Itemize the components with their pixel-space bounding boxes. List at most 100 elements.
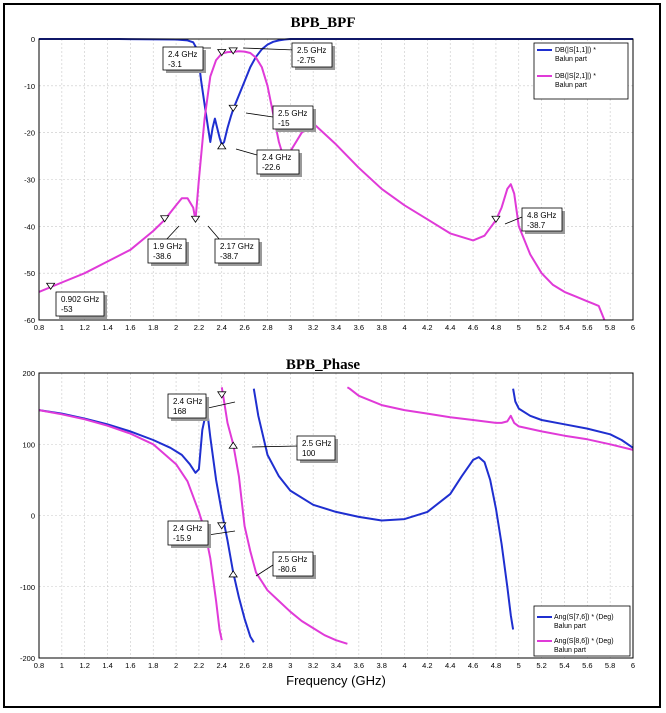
x-tick-label: 1.6 xyxy=(125,661,135,670)
marker-box: 2.5 GHz 100 xyxy=(251,435,338,463)
marker-label: 2.5 GHz xyxy=(302,439,331,448)
x-tick-label: 0.8 xyxy=(34,661,44,670)
marker-triangles xyxy=(217,391,238,578)
marker-triangle xyxy=(217,391,227,399)
marker-value: -38.6 xyxy=(153,252,172,261)
marker-value: 100 xyxy=(302,449,316,458)
marker-value: -38.7 xyxy=(220,252,239,261)
marker-triangle xyxy=(45,282,56,290)
marker-value: -22.6 xyxy=(262,163,281,172)
x-tick-label: 3.4 xyxy=(331,323,341,332)
series-line xyxy=(220,387,348,645)
marker-triangle xyxy=(217,49,227,57)
chart-title: BPB_BPF xyxy=(290,15,355,31)
x-tick-label: 3 xyxy=(288,661,292,670)
x-tick-label: 1.4 xyxy=(102,323,112,332)
x-tick-label: 4.6 xyxy=(468,661,478,670)
marker-label: 2.4 GHz xyxy=(173,397,202,406)
x-tick-label: 4.2 xyxy=(422,661,432,670)
x-tick-label: 2.4 xyxy=(217,661,227,670)
marker-value: -15 xyxy=(278,119,290,128)
x-tick-label: 3.8 xyxy=(376,323,386,332)
tick-labels: 0.8 1 1.2 1.4 1.6 1.8 2 2.2 2.4 2.6 2.8 3 3.2 3.4 3.6 3… xyxy=(20,369,635,670)
x-tick-label: 6 xyxy=(631,661,635,670)
marker-label: 2.4 GHz xyxy=(262,153,291,162)
legend-entry-s76: Ang(S[7,6]) * (Deg) xyxy=(554,614,614,621)
marker-box: 2.4 GHz -22.6 xyxy=(235,148,302,177)
x-tick-label: 3.6 xyxy=(354,323,364,332)
x-tick-label: 3.4 xyxy=(331,661,341,670)
x-tick-label: 1.2 xyxy=(79,323,89,332)
legend: DB(|S[1,1]|) * Balun part DB(|S[2,1]|) *… xyxy=(533,42,629,100)
x-tick-label: 3 xyxy=(288,323,292,332)
x-tick-label: 5.4 xyxy=(559,323,569,332)
x-tick-label: 0.8 xyxy=(34,323,44,332)
plot-area xyxy=(38,38,634,321)
marker-box: 2.17 GHz -38.7 xyxy=(207,225,262,266)
x-tick-label: 2 xyxy=(174,661,178,670)
marker-value: -53 xyxy=(61,305,73,314)
chart-bpb-bpf: BPB_BPF 0.8 1 1.2 1.4 1.6 1.8 2 2.2 2.4 2.6 2.8 3 3.… xyxy=(24,15,635,332)
series-line xyxy=(38,409,223,641)
x-tick-label: 2.6 xyxy=(239,323,249,332)
x-tick-label: 2.2 xyxy=(194,661,204,670)
x-tick-label: 1.2 xyxy=(79,661,89,670)
y-tick-label: -100 xyxy=(20,583,35,592)
marker-label: 2.4 GHz xyxy=(168,50,197,59)
marker-value: 168 xyxy=(173,407,187,416)
marker-label: 4.8 GHz xyxy=(527,211,556,220)
y-tick-label: -20 xyxy=(24,129,35,138)
legend-entry-s86: Ang(S[8,6]) * (Deg) xyxy=(554,638,614,645)
series-line xyxy=(346,386,634,451)
marker-triangles xyxy=(45,47,501,290)
x-tick-label: 2.8 xyxy=(262,323,272,332)
x-tick-label: 4.6 xyxy=(468,323,478,332)
series-line xyxy=(38,50,606,321)
chart-title: BPB_Phase xyxy=(286,357,361,373)
x-tick-label: 5.4 xyxy=(559,661,569,670)
marker-box: 2.5 GHz -15 xyxy=(245,105,316,132)
x-tick-label: 3.2 xyxy=(308,323,318,332)
marker-triangle xyxy=(228,104,238,112)
y-tick-label: 200 xyxy=(22,369,35,378)
x-tick-label: 6 xyxy=(631,323,635,332)
x-tick-label: 3.6 xyxy=(354,661,364,670)
x-tick-label: 4 xyxy=(402,323,406,332)
x-tick-label: 1.8 xyxy=(148,661,158,670)
marker-box: 4.8 GHz -38.7 xyxy=(504,207,565,234)
plot-area xyxy=(38,372,634,659)
x-tick-label: 3.2 xyxy=(308,661,318,670)
marker-label: 0.902 GHz xyxy=(61,295,99,304)
x-tick-label: 5 xyxy=(517,661,521,670)
x-tick-label: 5.8 xyxy=(605,661,615,670)
marker-triangle xyxy=(190,215,201,223)
marker-triangle xyxy=(217,522,227,530)
x-tick-label: 5.6 xyxy=(582,661,592,670)
x-tick-label: 3.8 xyxy=(376,661,386,670)
y-tick-label: -30 xyxy=(24,176,35,185)
legend-entry-s21: DB(|S[2,1]|) * xyxy=(555,73,596,80)
x-tick-label: 5.2 xyxy=(536,323,546,332)
figure-frame: BPB_BPF 0.8 1 1.2 1.4 1.6 1.8 2 2.2 2.4 2.6 2.8 3 3.… xyxy=(3,3,661,708)
series-line xyxy=(38,407,255,643)
x-tick-label: 2.8 xyxy=(262,661,272,670)
marker-value: -3.1 xyxy=(168,60,182,69)
x-tick-label: 5.6 xyxy=(582,323,592,332)
y-tick-label: 100 xyxy=(22,440,35,449)
y-tick-label: -50 xyxy=(24,269,35,278)
x-tick-label: 4.4 xyxy=(445,323,455,332)
x-tick-label: 4.8 xyxy=(491,661,501,670)
marker-box: 2.5 GHz -80.6 xyxy=(255,551,316,579)
legend-entry-s11: DB(|S[1,1]|) * xyxy=(555,47,596,54)
marker-value: -2.75 xyxy=(297,56,316,65)
marker-value: -38.7 xyxy=(527,221,546,230)
marker-label: 2.5 GHz xyxy=(297,46,326,55)
tick-labels: 0.8 1 1.2 1.4 1.6 1.8 2 2.2 2.4 2.6 2.8 3 3.2 3.4 3.6 3… xyxy=(24,35,635,332)
x-tick-label: 4 xyxy=(402,661,406,670)
series-line xyxy=(512,388,634,449)
x-tick-label: 5 xyxy=(517,323,521,332)
x-tick-label: 4.2 xyxy=(422,323,432,332)
marker-label: 2.17 GHz xyxy=(220,242,254,251)
marker-triangle xyxy=(228,47,238,55)
y-tick-label: 0 xyxy=(31,512,35,521)
